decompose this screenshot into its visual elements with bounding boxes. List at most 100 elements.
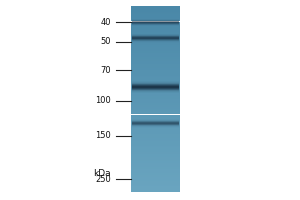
- Bar: [130, 170, 180, 171]
- Bar: [130, 166, 180, 167]
- Bar: [130, 184, 180, 185]
- Bar: [130, 104, 180, 105]
- Bar: [130, 157, 180, 158]
- Bar: [130, 67, 180, 68]
- Text: 100: 100: [95, 96, 111, 105]
- Bar: [130, 42, 180, 43]
- Bar: [130, 74, 180, 75]
- Bar: [130, 61, 180, 62]
- Bar: [132, 81, 178, 82]
- Bar: [130, 24, 180, 25]
- Bar: [130, 151, 180, 152]
- Bar: [130, 9, 180, 10]
- Bar: [130, 56, 180, 57]
- Bar: [130, 65, 180, 66]
- Bar: [130, 110, 180, 111]
- Text: 40: 40: [100, 18, 111, 27]
- Bar: [130, 106, 180, 107]
- Bar: [130, 189, 180, 190]
- Text: 70: 70: [100, 66, 111, 75]
- Bar: [130, 188, 180, 189]
- Bar: [132, 89, 178, 90]
- Bar: [132, 125, 178, 126]
- Bar: [130, 122, 180, 123]
- Bar: [130, 72, 180, 73]
- Bar: [130, 165, 180, 166]
- Bar: [130, 94, 180, 95]
- Bar: [130, 114, 180, 115]
- Bar: [130, 135, 180, 136]
- Bar: [130, 54, 180, 55]
- Bar: [130, 16, 180, 17]
- Bar: [130, 152, 180, 153]
- Bar: [130, 13, 180, 14]
- Bar: [130, 113, 180, 114]
- Bar: [130, 150, 180, 151]
- Bar: [130, 163, 180, 164]
- Bar: [130, 41, 180, 42]
- Bar: [130, 128, 180, 129]
- Bar: [130, 15, 180, 16]
- Bar: [132, 38, 178, 39]
- Bar: [130, 162, 180, 163]
- Bar: [130, 111, 180, 112]
- Bar: [130, 29, 180, 30]
- Bar: [130, 12, 180, 13]
- Bar: [130, 107, 180, 108]
- Bar: [130, 127, 180, 128]
- Bar: [130, 98, 180, 99]
- Bar: [130, 70, 180, 71]
- Bar: [130, 92, 180, 93]
- Bar: [132, 121, 178, 122]
- Bar: [132, 34, 178, 35]
- Bar: [130, 142, 180, 143]
- Bar: [130, 115, 180, 116]
- Bar: [130, 123, 180, 124]
- Bar: [130, 26, 180, 27]
- Bar: [130, 37, 180, 38]
- Bar: [130, 132, 180, 133]
- Bar: [130, 17, 180, 18]
- Bar: [130, 124, 180, 125]
- Bar: [130, 141, 180, 142]
- Bar: [130, 169, 180, 170]
- Bar: [130, 112, 180, 113]
- Bar: [130, 183, 180, 184]
- Bar: [130, 31, 180, 32]
- Bar: [130, 185, 180, 186]
- Bar: [130, 129, 180, 130]
- Bar: [130, 59, 180, 60]
- Bar: [130, 69, 180, 70]
- Bar: [132, 126, 178, 127]
- Bar: [130, 160, 180, 161]
- Bar: [130, 126, 180, 127]
- Bar: [130, 89, 180, 90]
- Bar: [130, 134, 180, 135]
- Bar: [130, 58, 180, 59]
- Bar: [130, 18, 180, 19]
- Bar: [130, 175, 180, 176]
- Bar: [130, 108, 180, 109]
- Bar: [130, 93, 180, 94]
- Bar: [132, 92, 178, 93]
- Bar: [130, 33, 180, 34]
- Text: 50: 50: [100, 37, 111, 46]
- Bar: [130, 7, 180, 8]
- Bar: [130, 77, 180, 78]
- Bar: [130, 11, 180, 12]
- Bar: [132, 86, 178, 87]
- Bar: [130, 48, 180, 49]
- Bar: [132, 83, 178, 84]
- Bar: [130, 66, 180, 67]
- Bar: [130, 173, 180, 174]
- Bar: [130, 57, 180, 58]
- Bar: [130, 158, 180, 159]
- Bar: [130, 176, 180, 177]
- Bar: [130, 180, 180, 181]
- Bar: [130, 125, 180, 126]
- Bar: [130, 84, 180, 85]
- Bar: [132, 123, 178, 124]
- Bar: [132, 82, 178, 83]
- Bar: [130, 80, 180, 81]
- Bar: [132, 85, 178, 86]
